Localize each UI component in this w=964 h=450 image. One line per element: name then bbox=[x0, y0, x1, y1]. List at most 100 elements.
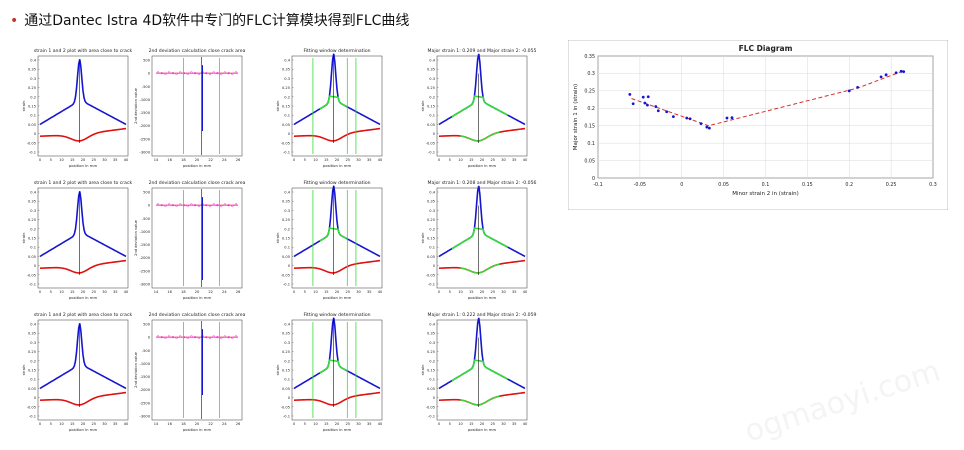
deriv-marker bbox=[220, 204, 223, 208]
x-tick-label: 5 bbox=[449, 290, 451, 294]
x-tick-label: 0 bbox=[438, 422, 441, 426]
panel-title-2-2: Fitting window determination bbox=[303, 312, 370, 318]
y-tick-label: 0.2 bbox=[587, 106, 595, 112]
deriv-marker bbox=[171, 204, 174, 207]
x-tick-label: 0.1 bbox=[762, 182, 770, 188]
x-tick-label: 24 bbox=[222, 422, 227, 426]
x-axis-label: position in mm bbox=[323, 295, 352, 300]
y-axis-label: Major strain 1 in (strain) bbox=[573, 84, 579, 150]
y-tick-label: 0 bbox=[433, 264, 436, 268]
y-tick-label: 0.25 bbox=[427, 218, 435, 222]
x-tick-label: 25 bbox=[91, 158, 96, 162]
x-tick-label: 5 bbox=[50, 158, 52, 162]
x-tick-label: 15 bbox=[324, 158, 329, 162]
flc-point-19 bbox=[879, 75, 883, 79]
y-tick-label: 0.1 bbox=[30, 246, 36, 250]
plot-frame bbox=[37, 55, 129, 157]
x-tick-label: 30 bbox=[102, 158, 107, 162]
x-tick-label: 18 bbox=[181, 422, 186, 426]
x-tick-label: 18 bbox=[181, 290, 186, 294]
x-tick-label: 25 bbox=[490, 290, 495, 294]
y-tick-label: 0.05 bbox=[28, 387, 36, 391]
x-tick-label: 20 bbox=[335, 290, 340, 294]
x-tick-label: 20 bbox=[480, 422, 485, 426]
flc-point-17 bbox=[847, 89, 851, 93]
y-tick-label: 0.2 bbox=[429, 359, 435, 363]
y-tick-label: -2000 bbox=[140, 256, 151, 260]
y-tick-label: 0.25 bbox=[584, 89, 595, 95]
flc-point-2 bbox=[641, 95, 645, 99]
x-tick-label: 35 bbox=[113, 158, 118, 162]
x-tick-label: 5 bbox=[304, 158, 306, 162]
x-tick-label: 14 bbox=[154, 290, 159, 294]
deriv-marker bbox=[212, 335, 215, 338]
x-tick-label: 40 bbox=[523, 422, 528, 426]
panel-title-0-2: Fitting window determination bbox=[303, 48, 370, 54]
x-axis-label: position in mm bbox=[69, 427, 98, 432]
plot-frame bbox=[37, 187, 129, 289]
y-tick-label: 500 bbox=[143, 323, 151, 327]
x-tick-label: 40 bbox=[124, 158, 129, 162]
y-tick-label: -0.1 bbox=[283, 415, 290, 419]
x-tick-label: 24 bbox=[222, 158, 227, 162]
x-tick-label: 10 bbox=[59, 422, 64, 426]
x-tick-label: 5 bbox=[449, 158, 451, 162]
x-tick-label: 0 bbox=[438, 158, 441, 162]
x-tick-label: 10 bbox=[313, 422, 318, 426]
x-tick-label: 15 bbox=[70, 158, 75, 162]
x-tick-label: 40 bbox=[523, 290, 528, 294]
plot-frame bbox=[291, 319, 383, 421]
deriv-marker bbox=[179, 335, 182, 338]
watermark-text: ogmaoyi.com bbox=[740, 353, 945, 450]
x-tick-label: 25 bbox=[345, 158, 350, 162]
deriv-marker bbox=[175, 72, 178, 76]
y-tick-label: 0.15 bbox=[427, 369, 435, 373]
panel-title-0-0: strain 1 and 2 plot with area close to c… bbox=[34, 48, 133, 54]
x-tick-label: 30 bbox=[102, 422, 107, 426]
y-tick-label: 0.35 bbox=[282, 68, 290, 72]
x-tick-label: 5 bbox=[304, 422, 306, 426]
y-tick-label: -1000 bbox=[140, 230, 151, 234]
deriv-marker bbox=[223, 335, 226, 338]
y-tick-label: 0.15 bbox=[282, 369, 290, 373]
x-axis-label: position in mm bbox=[323, 163, 352, 168]
x-tick-label: 15 bbox=[324, 422, 329, 426]
x-tick-label: 0 bbox=[39, 290, 42, 294]
y-tick-label: -1500 bbox=[140, 111, 151, 115]
y-axis-label: strain bbox=[21, 364, 26, 375]
deriv-marker bbox=[197, 72, 200, 76]
y-tick-label: 0.25 bbox=[28, 218, 36, 222]
minor-strain-line bbox=[293, 391, 381, 406]
flc-point-21 bbox=[894, 71, 898, 75]
y-tick-label: -0.1 bbox=[428, 415, 435, 419]
panel-title-2-0: strain 1 and 2 plot with area close to c… bbox=[34, 312, 133, 318]
y-tick-label: 0.35 bbox=[427, 68, 435, 72]
major-strain-line bbox=[293, 185, 381, 258]
plot-frame bbox=[151, 319, 243, 421]
y-tick-label: 0.35 bbox=[28, 200, 36, 204]
y-tick-label: 0.4 bbox=[30, 323, 36, 327]
x-tick-label: 35 bbox=[512, 158, 517, 162]
x-tick-label: 22 bbox=[208, 290, 213, 294]
x-tick-label: 25 bbox=[490, 158, 495, 162]
y-tick-label: -0.1 bbox=[29, 283, 36, 287]
flc-point-4 bbox=[646, 103, 649, 107]
deriv-marker bbox=[216, 336, 219, 339]
x-tick-label: 5 bbox=[304, 290, 306, 294]
panel-title-0-3: Major strain 1: 0.209 and Major strain 2… bbox=[428, 48, 537, 54]
y-tick-label: -0.05 bbox=[27, 273, 36, 277]
flc-point-3 bbox=[643, 101, 647, 105]
minor-strain-line bbox=[39, 127, 127, 142]
x-tick-label: 5 bbox=[50, 422, 52, 426]
panel-title-1-3: Major strain 1: 0.208 and Major strain 2… bbox=[428, 180, 537, 186]
deriv-marker bbox=[220, 336, 223, 340]
deriv-marker bbox=[190, 203, 193, 206]
flc-point-10 bbox=[685, 116, 689, 120]
y-tick-label: 0.2 bbox=[284, 359, 290, 363]
deriv-marker bbox=[216, 204, 219, 207]
plot-frame bbox=[436, 187, 528, 289]
y-tick-label: -0.05 bbox=[281, 405, 290, 409]
deriv-marker bbox=[175, 336, 178, 340]
flc-point-12 bbox=[699, 122, 703, 126]
y-tick-label: -2000 bbox=[140, 124, 151, 128]
